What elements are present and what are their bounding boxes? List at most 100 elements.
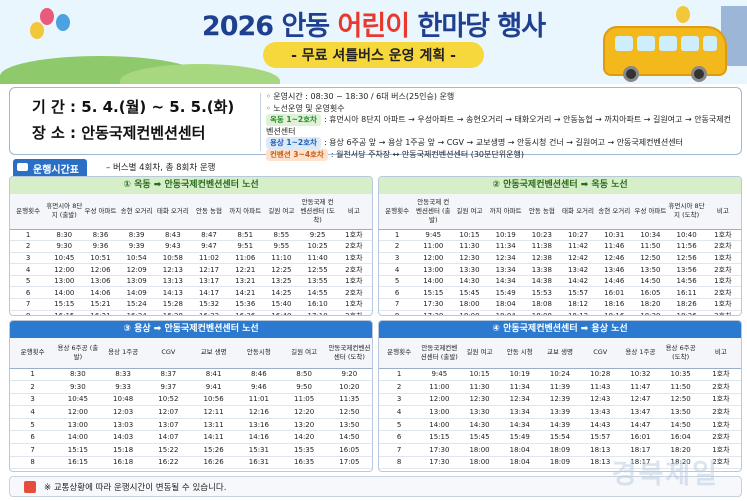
table-cell: 14:43 [580,418,621,432]
table-cell: 12:00 [419,393,460,407]
table-cell: 15:35 [281,443,327,457]
table-cell: 10:54 [118,252,155,265]
column-header: 비고 [700,338,741,369]
table-cell: 16:10 [299,298,336,311]
table-cell: 7 [10,443,56,457]
table-cell: 13:30 [459,405,500,419]
table-cell: 13:21 [227,275,264,288]
timetable-section-tag: 운행시간표 [13,159,87,178]
table-cell: 14:39 [539,418,581,432]
table-cell: 9:30 [46,240,83,253]
table-cell: 18:08 [523,310,560,315]
table-cell: 14:50 [632,275,669,288]
table-cell: 13:07 [145,418,191,432]
table-cell: 10:20 [326,380,372,394]
column-header: 용상 1주공 [620,338,661,369]
table-row: 3 12:00 12:30 12:34 12:39 12:43 12:47 12:50 1호차 [379,393,741,407]
table-cell: 9:30 [55,380,101,394]
balloon-icon [30,22,44,39]
balloon-icon [40,8,54,25]
table-cell: 10:34 [632,229,669,242]
table-cell: 1호차 [700,418,741,432]
table-cell: 12:30 [451,252,488,265]
table-row: 6 15:15 15:45 15:49 15:53 15:57 16:01 16:05 16:1… [379,286,741,300]
table-cell: 18:04 [487,298,524,311]
column-header: 까치 아파트 [227,194,264,230]
timetable: 운행횟수 안동국제 컨벤션센터 (출발) 길원 여고 까치 아파트 안동 농협 태화 오거… [379,194,741,315]
timetable-yongsang-to-center: ③ 용상 ➡ 안동국제컨벤션센터 노선 운행횟수 용상 6주공 (출발) 용상 1주… [9,320,373,472]
table-cell: 10:15 [459,368,500,382]
table-cell: 15:53 [523,286,560,300]
table-cell: 16:04 [660,430,701,445]
route-tag: 옥동 1~2호차 [266,114,321,126]
table-cell: 14:00 [419,418,460,432]
table-cell: 15:31 [236,443,282,457]
table-cell: 12:56 [668,252,705,265]
table-row: 7 17:30 18:00 18:04 18:08 18:12 18:16 18:20 18:2… [379,298,741,311]
notice-icon [24,481,36,493]
table-cell: 13:43 [580,405,621,419]
table-row: 2 11:00 11:30 11:34 11:38 11:42 11:46 11:50 11:5… [379,240,741,253]
table-cell: 16:01 [596,286,633,300]
table-row: 1 8:30 8:36 8:39 8:43 8:47 8:51 8:55 9:25 1호차 [10,229,372,242]
table-cell: 18:17 [620,456,661,470]
table-cell: 13:50 [632,263,669,276]
table-cell: 11:50 [660,380,701,394]
table-cell: 9:20 [326,368,372,382]
table-cell: 14:38 [523,275,560,288]
table-cell: 13:13 [154,275,191,288]
table-cell: 15:26 [191,443,237,457]
divider [260,93,261,151]
table-cell: 1 [379,368,420,382]
table-cell: 14:13 [154,286,191,300]
table-cell: 18:16 [596,298,633,311]
column-header: 안동국제 컨벤션센터 (도착) [299,194,336,230]
table-row: 5 13:00 13:03 13:07 13:11 13:16 13:20 13:50 [10,418,372,432]
table-cell: 5 [10,275,47,288]
table-cell: 16:40 [263,310,300,315]
table-cell: 2호차 [704,310,741,315]
column-header: 용상 6주공 (출발) [55,338,101,369]
table-cell: 8:43 [154,229,191,242]
table-cell: 12:00 [55,405,101,419]
column-header: 운행횟수 [379,194,416,230]
table-cell: 11:10 [263,252,300,265]
operation-details: ◦ 운영시간 : 08:30 ~ 18:30 / 6대 버스(25인승) 운행 … [266,91,736,161]
table-cell: 14:03 [100,430,146,445]
column-header: 휴먼시아 8단지 (도착) [668,194,705,230]
table-cell: 10:45 [46,252,83,265]
table-cell: 9:43 [154,240,191,253]
table-cell: 13:00 [55,418,101,432]
table-cell: 6 [379,286,416,300]
table-cell: 10:31 [596,229,633,242]
table-cell: 18:12 [559,310,597,315]
route-line: 컨벤션 3~4호차: 월천서당 주차장 ↔ 안동국제컨벤션센터 (30분단위운행… [266,148,736,161]
column-header: 안동 시청 [499,338,540,369]
table-cell: 15:57 [580,430,621,445]
table-cell: 1호차 [704,252,741,265]
header-banner: 2026 안동 어린이 한마당 행사 - 무료 셔틀버스 운영 계획 - [0,0,747,84]
table-row: 4 12:00 12:06 12:09 12:13 12:17 12:21 12:25 12:5… [10,263,372,276]
table-cell: 1호차 [700,443,741,457]
table-cell: 14:50 [660,418,701,432]
table-cell: 12:43 [580,393,621,407]
table-cell: 11:02 [190,252,228,265]
table-cell: 16:35 [281,456,327,470]
operation-hours: ◦ 운영시간 : 08:30 ~ 18:30 / 6대 버스(25인승) 운행 [266,92,455,101]
table-cell: 12:11 [191,405,237,419]
table-cell: 16:05 [632,286,669,300]
table-cell: 10:45 [55,393,101,407]
table-cell: 11:05 [281,393,327,407]
table-cell: 8:36 [82,229,119,242]
table-cell: 18:13 [580,443,621,457]
table-cell: 10:32 [620,368,661,382]
table-cell: 11:46 [596,240,633,253]
table-cell: 14:00 [55,430,101,445]
table-cell: 13:00 [46,275,83,288]
table-row: 6 14:00 14:03 14:07 14:11 14:16 14:20 14:50 [10,430,372,445]
page-title: 2026 안동 어린이 한마당 행사 [201,11,546,42]
table-cell: 13:55 [299,275,336,288]
watermark: 경북제일 [611,459,719,490]
table-cell: 2호차 [335,240,372,253]
table-row: 2 9:30 9:36 9:39 9:43 9:47 9:51 9:55 10:25 2호차 [10,240,372,253]
